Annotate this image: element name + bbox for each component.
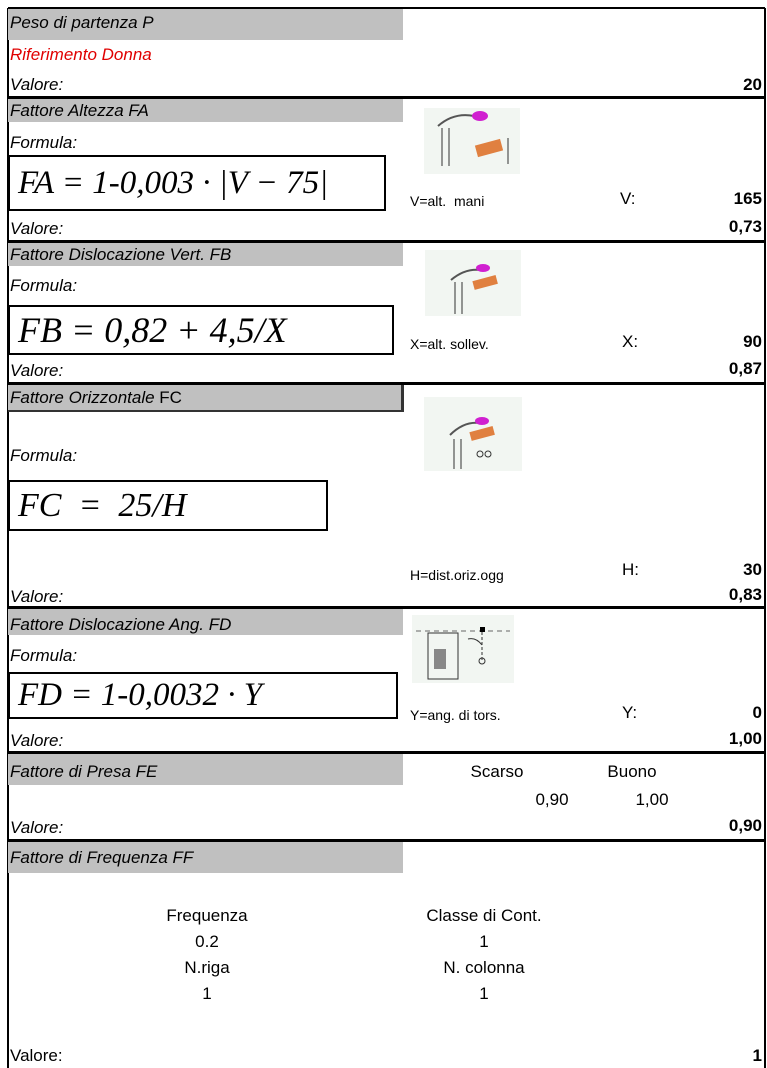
separator (8, 839, 765, 842)
header-bg (8, 609, 403, 635)
formula-label: Formula: (10, 276, 78, 295)
formula: FA = 1-0,003 · |V − 75| (8, 155, 386, 211)
icon (425, 250, 521, 316)
separator (8, 606, 765, 609)
var-desc: H=dist.oriz.ogg (410, 567, 504, 583)
freq-label: Frequenza (166, 906, 248, 925)
icon (424, 397, 522, 471)
value: 1 (752, 1046, 762, 1065)
section-title: Fattore di Frequenza FF (10, 848, 194, 867)
formula: FB = 0,82 + 4,5/X (8, 305, 394, 355)
value-label: Valore: (10, 818, 64, 837)
var-value: 0 (752, 703, 762, 722)
value: 0,90 (728, 816, 762, 835)
value-label: Valore: (10, 1046, 63, 1065)
var-name: Y: (622, 703, 638, 722)
header-bg (8, 9, 403, 40)
var-value: 30 (743, 560, 762, 579)
value-label: Valore: (10, 75, 64, 94)
icon (424, 108, 520, 174)
var-value: 165 (733, 189, 762, 208)
value-label: Valore: (10, 361, 64, 380)
title-suffix: FC (159, 388, 182, 407)
value-label: Valore: (10, 219, 64, 238)
value: 1,00 (728, 729, 762, 748)
subtitle: Riferimento Donna (10, 45, 152, 64)
section-title: Fattore Orizzontale FC (10, 388, 182, 408)
header-bg (8, 99, 403, 122)
var-desc: Y=ang. di tors. (410, 707, 501, 723)
value: 20 (743, 75, 762, 94)
formula: FD = 1-0,0032 · Y (8, 672, 398, 719)
formula-label: Formula: (10, 446, 78, 465)
class: 1 (479, 932, 489, 951)
separator (8, 240, 765, 243)
var-desc: V=alt. mani (410, 193, 485, 209)
var-value: 90 (743, 332, 762, 351)
separator (8, 7, 765, 9)
header-bg (8, 842, 403, 873)
section-title: Fattore Dislocazione Vert. FB (10, 245, 232, 264)
section-title: Peso di partenza P (10, 13, 154, 32)
var-desc: X=alt. sollev. (410, 336, 489, 352)
col-label: N. colonna (443, 958, 525, 977)
option-label: Scarso (470, 762, 524, 781)
var-name: H: (622, 560, 639, 579)
value: 0,87 (728, 359, 762, 378)
separator (8, 751, 765, 754)
formula-label: Formula: (10, 133, 78, 152)
value-label: Valore: (10, 587, 64, 606)
col: 1 (479, 984, 489, 1003)
var-name: X: (622, 332, 639, 351)
header-bg (8, 243, 403, 266)
separator (8, 382, 765, 385)
title-text: Fattore Orizzontale (10, 388, 155, 407)
option-value: 0,90 (535, 790, 569, 809)
row-label: N.riga (184, 958, 230, 977)
formula-label: Formula: (10, 646, 78, 665)
section-title: Fattore Altezza FA (10, 101, 149, 120)
formula: FC = 25/H (8, 480, 328, 531)
border (764, 8, 766, 1068)
value: 0,83 (728, 585, 762, 604)
row: 1 (202, 984, 212, 1003)
freq: 0.2 (195, 932, 219, 951)
value-label: Valore: (10, 731, 64, 750)
option-value: 1,00 (635, 790, 669, 809)
section-title: Fattore Dislocazione Ang. FD (10, 615, 232, 634)
border (7, 8, 9, 1068)
separator (8, 96, 765, 99)
section-title: Fattore di Presa FE (10, 762, 158, 781)
icon (412, 615, 514, 683)
value: 0,73 (728, 217, 762, 236)
header-bg (8, 754, 403, 785)
option-label: Buono (607, 762, 657, 781)
class-label: Classe di Cont. (426, 906, 542, 925)
var-name: V: (620, 189, 636, 208)
header-bg (8, 385, 404, 412)
